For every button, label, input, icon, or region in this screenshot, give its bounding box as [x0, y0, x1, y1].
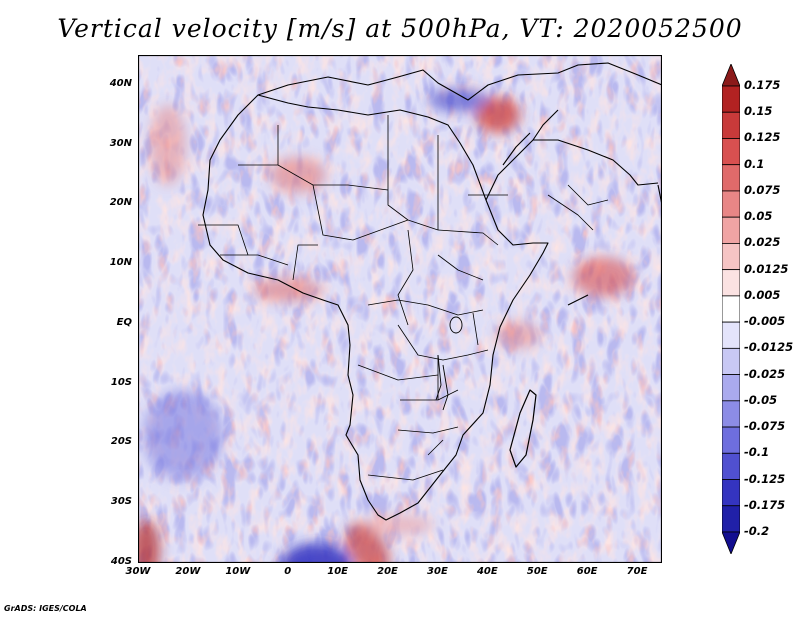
colorbar-level-label: -0.2 [744, 524, 770, 538]
lon-tick-label: 20E [377, 566, 398, 577]
colorbar-level-label: -0.005 [744, 314, 786, 329]
colorbar-swatch [722, 321, 740, 349]
colorbar-level-label: 0.025 [744, 235, 781, 250]
colorbar [722, 64, 740, 554]
colorbar-swatch [722, 347, 740, 375]
lat-tick-label: 10S [110, 376, 132, 388]
colorbar-level-label: 0.0125 [744, 261, 789, 276]
colorbar-swatch [722, 269, 740, 297]
lon-tick-label: 10W [225, 566, 251, 577]
colorbar-swatch [722, 426, 740, 454]
map-panel[interactable] [138, 55, 662, 563]
map-border [138, 55, 662, 563]
credit-text: GrADS: IGES/COLA [4, 604, 87, 613]
velocity-field-streaks [138, 55, 662, 563]
colorbar-level-label: 0.075 [744, 182, 781, 197]
colorbar-swatch [722, 190, 740, 218]
colorbar-level-label: -0.025 [744, 366, 786, 381]
colorbar-swatch [722, 479, 740, 507]
colorbar-swatch [722, 400, 740, 428]
lat-tick-label: 40S [110, 556, 132, 567]
colorbar-swatch [722, 64, 740, 87]
lat-tick-label: 20S [110, 436, 132, 448]
colorbar-level-label: -0.125 [744, 471, 786, 486]
lon-tick-label: 30E [427, 566, 448, 577]
colorbar-level-label: -0.075 [744, 419, 786, 434]
colorbar-level-label: -0.0125 [744, 340, 794, 355]
colorbar-swatch [722, 505, 740, 533]
colorbar-swatch [722, 374, 740, 402]
lat-tick-label: 30S [110, 496, 132, 508]
colorbar-level-label: -0.05 [744, 392, 778, 407]
colorbar-swatch [722, 138, 740, 166]
lat-tick-label: 20N [109, 197, 132, 209]
velocity-features [138, 88, 633, 563]
colorbar-level-label: 0.15 [744, 104, 773, 119]
coastlines [198, 62, 662, 521]
lon-tick-label: 0 [284, 566, 292, 577]
colorbar-level-label: 0.005 [744, 287, 781, 302]
colorbar-level-label: -0.175 [744, 497, 786, 512]
lon-tick-label: 50E [526, 566, 548, 577]
colorbar-swatch [722, 531, 740, 554]
colorbar-swatch [722, 243, 740, 271]
lon-tick-label: 40E [476, 566, 498, 577]
lat-tick-label: 30N [109, 137, 132, 149]
colorbar-level-label: 0.05 [744, 209, 773, 224]
map-svg [138, 55, 662, 563]
lon-tick-label: 10E [327, 566, 348, 577]
lon-tick-label: 30W [125, 566, 151, 577]
lon-tick-label: 20W [175, 566, 201, 577]
colorbar-swatch [722, 164, 740, 192]
colorbar-level-label: 0.175 [744, 78, 781, 92]
colorbar-swatch [722, 295, 740, 323]
lon-tick-label: 70E [626, 566, 648, 577]
lat-tick-label: 10N [109, 257, 132, 269]
colorbar-level-label: -0.1 [744, 445, 770, 460]
colorbar-swatch [722, 85, 740, 113]
colorbar-swatch [722, 216, 740, 244]
colorbar-level-label: 0.125 [744, 130, 781, 145]
chart-title: Vertical velocity [m/s] at 500hPa, VT: 2… [57, 14, 743, 43]
lat-tick-label: 40N [109, 77, 132, 89]
colorbar-swatch [722, 452, 740, 480]
lat-tick-label: EQ [116, 316, 132, 328]
colorbar-swatch [722, 111, 740, 139]
colorbar-level-label: 0.1 [744, 156, 765, 171]
lon-tick-label: 60E [576, 566, 598, 577]
